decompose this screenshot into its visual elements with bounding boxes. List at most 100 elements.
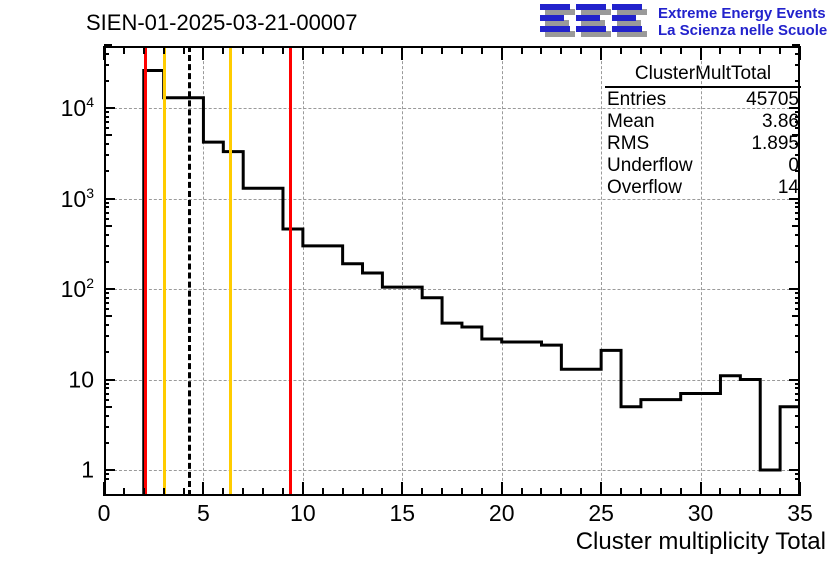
y-axis-tick	[795, 477, 800, 480]
y-axis-tick	[104, 335, 109, 338]
stats-row-value: 3.86	[762, 111, 799, 132]
y-axis-tick-right	[795, 63, 800, 66]
x-axis-tick-top	[679, 46, 682, 54]
marker-line-mean-dashed-marker	[188, 46, 192, 496]
y-axis-tick	[104, 260, 109, 263]
y-axis-tick-right	[795, 351, 800, 354]
y-axis-tick-right	[789, 288, 800, 290]
y-axis-tick	[104, 201, 109, 204]
x-axis-tick-top	[162, 46, 165, 54]
gridline-vertical	[402, 46, 404, 496]
x-axis-tick-top	[421, 46, 424, 54]
x-axis-tick-top	[103, 46, 105, 60]
x-axis-tick-top	[262, 46, 265, 54]
y-axis-tick	[104, 52, 109, 55]
y-axis-tick-right	[789, 378, 800, 381]
y-axis-tick-right	[789, 197, 800, 200]
eee-logo-mark	[540, 4, 647, 37]
x-axis-tick-top	[321, 46, 324, 54]
x-axis-tick-label: 35	[787, 500, 813, 526]
marker-line-orange-low-marker	[163, 46, 167, 496]
x-axis-tick-top	[540, 46, 543, 54]
y-axis-tick	[104, 217, 109, 220]
y-axis-tick	[104, 107, 115, 109]
x-axis-tick-top	[222, 46, 225, 54]
y-axis-tick	[104, 206, 109, 209]
x-axis-tick	[281, 488, 284, 496]
x-axis-tick	[500, 482, 503, 496]
y-axis-tick	[104, 398, 109, 401]
y-axis-tick	[104, 315, 112, 318]
y-axis-tick-right	[789, 469, 800, 471]
y-axis-tick	[104, 211, 109, 214]
eee-logo-text: Extreme Energy Events La Scienza nelle S…	[658, 5, 827, 39]
stats-row-key: Mean	[607, 111, 655, 132]
y-axis-tick	[104, 79, 109, 82]
x-axis-tick	[321, 488, 324, 496]
gridline-vertical	[601, 46, 603, 496]
stats-row-key: Entries	[607, 89, 667, 110]
y-axis-tick-label: 104	[60, 94, 94, 121]
x-axis-tick	[421, 488, 424, 496]
x-axis-tick-top	[500, 46, 503, 60]
x-axis-tick-top	[202, 46, 205, 60]
y-axis-tick-right	[795, 414, 800, 417]
y-axis-tick	[104, 302, 109, 305]
histogram-curve	[142, 68, 800, 496]
y-axis-tick-right	[792, 134, 800, 137]
x-axis-tick	[540, 488, 543, 496]
y-axis-tick-right	[795, 154, 800, 157]
x-axis-tick-label: 25	[588, 500, 614, 526]
stats-row-value: 14	[777, 177, 799, 198]
x-axis-tick-top	[460, 46, 463, 54]
stats-row-value: 45705	[746, 89, 799, 110]
stats-row: Mean 3.86	[605, 111, 801, 133]
y-axis-tick-right	[795, 127, 800, 130]
y-axis-tick-right	[795, 52, 800, 55]
x-axis-tick-top	[659, 46, 662, 54]
y-axis-tick-right	[795, 296, 800, 299]
x-axis-tick	[301, 482, 304, 496]
x-axis-tick-top	[600, 46, 603, 60]
y-axis-tick-right	[795, 425, 800, 428]
y-axis-tick	[104, 351, 109, 354]
x-axis-tick-top	[242, 46, 245, 54]
x-axis-tick-label: 15	[389, 500, 416, 526]
x-axis-tick	[341, 488, 344, 496]
x-axis-tick	[242, 488, 245, 496]
marker-line-lower-red-threshold	[143, 46, 147, 496]
y-axis-tick-right	[795, 335, 800, 338]
y-axis-tick-right	[795, 392, 800, 395]
x-axis-tick-top	[182, 46, 185, 54]
stats-box-title: ClusterMultTotal	[605, 63, 801, 88]
x-axis-tick-top	[639, 46, 642, 54]
y-axis-tick	[104, 134, 112, 137]
x-axis-tick	[202, 482, 205, 496]
y-axis-tick	[104, 170, 109, 173]
y-axis-tick-right	[795, 292, 800, 295]
marker-line-orange-high-marker	[228, 46, 232, 496]
x-axis-tick-top	[441, 46, 444, 54]
y-axis-tick	[104, 143, 109, 145]
gridline-horizontal	[104, 379, 800, 381]
y-axis-tick-right	[795, 302, 800, 305]
x-axis-tick	[799, 482, 801, 496]
y-axis-tick	[104, 121, 109, 124]
y-axis-tick-right	[795, 233, 800, 236]
gridline-vertical	[700, 46, 702, 496]
x-axis-tick-top	[799, 46, 801, 60]
y-axis-tick	[104, 405, 112, 408]
x-axis-tick-top	[759, 46, 762, 54]
y-axis-tick-right	[795, 308, 800, 311]
y-axis-tick	[104, 378, 115, 381]
gridline-horizontal	[104, 198, 800, 200]
x-axis-tick	[759, 488, 762, 496]
eee-logo-line1: Extreme Energy Events	[658, 5, 826, 22]
x-axis-tick	[103, 482, 105, 496]
x-axis-tick-top	[142, 46, 145, 54]
x-axis-tick-top	[361, 46, 364, 54]
y-axis-tick	[104, 127, 109, 130]
stats-row-key: Overflow	[607, 177, 682, 198]
y-axis-tick-label: 103	[60, 184, 94, 212]
y-axis-tick	[104, 111, 109, 114]
